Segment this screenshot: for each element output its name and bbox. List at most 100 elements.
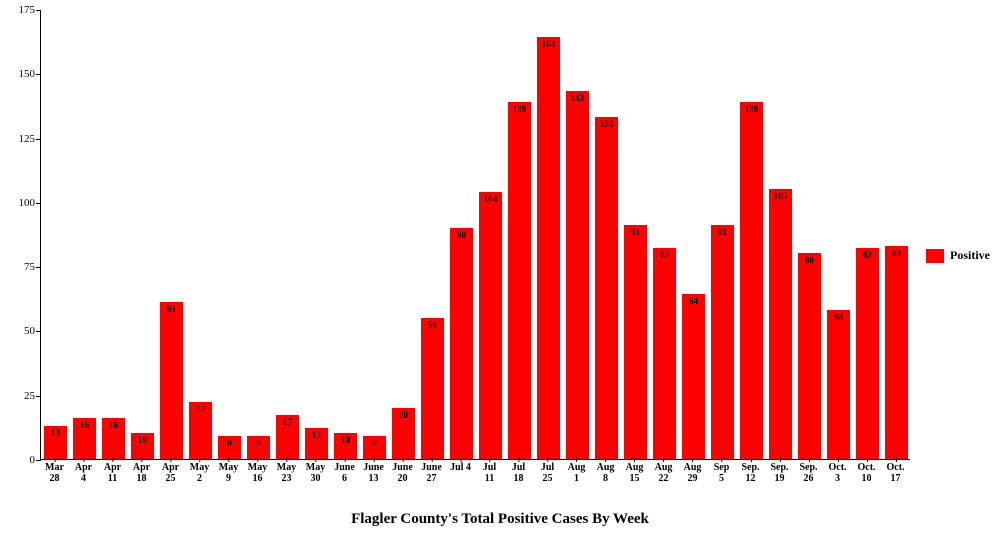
x-tick-label-line2: 18 <box>133 473 150 484</box>
x-tick-mark <box>54 457 55 462</box>
x-tick-label-line2: 20 <box>392 473 413 484</box>
bar: 10 <box>334 433 357 459</box>
x-tick-label-line1: Oct. <box>857 462 875 473</box>
x-tick-label-line2: 25 <box>162 473 179 484</box>
y-tick-label: 25 <box>24 390 41 402</box>
bar-value-label: 17 <box>283 417 292 427</box>
x-tick-label: Jul 4 <box>450 462 471 473</box>
x-tick-label-line1: Sep <box>714 462 730 473</box>
bar: 64 <box>682 294 705 459</box>
x-axis-title: Flagler County's Total Positive Cases By… <box>0 511 1000 528</box>
x-tick-label-line1: Mar <box>45 462 64 473</box>
bar-value-label: 16 <box>80 420 89 430</box>
bar: 104 <box>479 192 502 459</box>
bar-value-label: 16 <box>109 420 118 430</box>
bar-value-label: 139 <box>745 104 759 114</box>
x-tick-label-line2: 22 <box>655 473 673 484</box>
bar-value-label: 61 <box>167 304 176 314</box>
x-tick-label: Jul18 <box>512 462 525 484</box>
x-tick-label-line2: 30 <box>306 473 325 484</box>
bar-value-label: 90 <box>457 230 466 240</box>
x-tick-mark <box>112 457 113 462</box>
x-tick-label: May9 <box>219 462 238 484</box>
x-axis-labels: Mar28Apr4Apr11Apr18Apr25May2May9May16May… <box>40 462 910 492</box>
x-tick-label-line2: 23 <box>277 473 296 484</box>
y-tick-label: 150 <box>19 68 42 80</box>
x-tick-mark <box>519 457 520 462</box>
x-tick-label-line2: 6 <box>334 473 355 484</box>
bar-value-label: 143 <box>571 93 585 103</box>
bar: 20 <box>392 408 415 459</box>
x-tick-label-line1: May <box>248 462 267 473</box>
bar-value-label: 83 <box>892 248 901 258</box>
x-tick-label-line1: Apr <box>133 462 150 473</box>
x-tick-label-line1: Aug <box>626 462 644 473</box>
x-tick-mark <box>315 457 316 462</box>
x-tick-label: Apr18 <box>133 462 150 484</box>
y-tick-label: 75 <box>24 261 41 273</box>
bar-value-label: 10 <box>138 435 147 445</box>
x-tick-label-line2: 10 <box>857 473 875 484</box>
x-tick-label-line1: Aug <box>684 462 702 473</box>
bar-value-label: 58 <box>834 312 843 322</box>
x-tick-label: Mar28 <box>45 462 64 484</box>
x-tick-label-line1: Oct. <box>828 462 846 473</box>
legend-label: Positive <box>950 248 990 263</box>
x-tick-label-line2: 2 <box>190 473 209 484</box>
x-tick-mark <box>634 457 635 462</box>
x-tick-label: June6 <box>334 462 355 484</box>
y-tick-label: 50 <box>24 325 41 337</box>
x-tick-label-line1: Jul <box>512 462 525 473</box>
x-tick-label: Oct.3 <box>828 462 846 484</box>
x-tick-label: Sep.26 <box>799 462 817 484</box>
x-tick-label-line2: 27 <box>421 473 442 484</box>
x-tick-label: June20 <box>392 462 413 484</box>
x-tick-label: Sep.19 <box>770 462 788 484</box>
x-tick-label-line2: 13 <box>363 473 384 484</box>
bar: 91 <box>624 225 647 459</box>
x-tick-label-line1: Apr <box>162 462 179 473</box>
bar-value-label: 12 <box>312 430 321 440</box>
x-tick-mark <box>692 457 693 462</box>
x-tick-mark <box>345 457 346 462</box>
bar: 164 <box>537 37 560 459</box>
x-tick-label: Oct.10 <box>857 462 875 484</box>
bar: 55 <box>421 318 444 459</box>
x-tick-mark <box>286 457 287 462</box>
bar: 90 <box>450 228 473 459</box>
x-tick-label-line2: 17 <box>886 473 904 484</box>
x-tick-label-line1: Jul 4 <box>450 462 471 473</box>
x-tick-label-line2: 29 <box>684 473 702 484</box>
bar: 10 <box>131 433 154 459</box>
x-tick-label-line1: Apr <box>75 462 92 473</box>
x-tick-label: Sep5 <box>714 462 730 484</box>
bar: 16 <box>73 418 96 459</box>
x-tick-label-line1: Aug <box>655 462 673 473</box>
bar: 58 <box>827 310 850 459</box>
bar: 12 <box>305 428 328 459</box>
legend: Positive <box>926 248 990 263</box>
x-tick-label-line1: Aug <box>568 462 586 473</box>
bar: 22 <box>189 402 212 459</box>
x-tick-label-line1: June <box>334 462 355 473</box>
bar-value-label: 91 <box>718 227 727 237</box>
x-tick-mark <box>170 457 171 462</box>
legend-swatch <box>926 249 944 263</box>
x-tick-label-line1: June <box>421 462 442 473</box>
x-tick-label: Apr4 <box>75 462 92 484</box>
x-tick-label-line2: 8 <box>597 473 615 484</box>
x-tick-label-line1: May <box>190 462 209 473</box>
x-tick-label-line1: May <box>306 462 325 473</box>
x-tick-label: May16 <box>248 462 267 484</box>
x-tick-label: Aug29 <box>684 462 702 484</box>
x-tick-label: Apr25 <box>162 462 179 484</box>
x-tick-label-line2: 5 <box>714 473 730 484</box>
bar-value-label: 104 <box>484 194 498 204</box>
plot-area: 1316161061229917121092055901041391641431… <box>40 10 910 460</box>
bar: 143 <box>566 91 589 459</box>
x-tick-label: Sep.12 <box>741 462 759 484</box>
x-tick-label-line1: June <box>363 462 384 473</box>
x-tick-label: Oct.17 <box>886 462 904 484</box>
bar-value-label: 64 <box>689 296 698 306</box>
x-tick-label: May2 <box>190 462 209 484</box>
